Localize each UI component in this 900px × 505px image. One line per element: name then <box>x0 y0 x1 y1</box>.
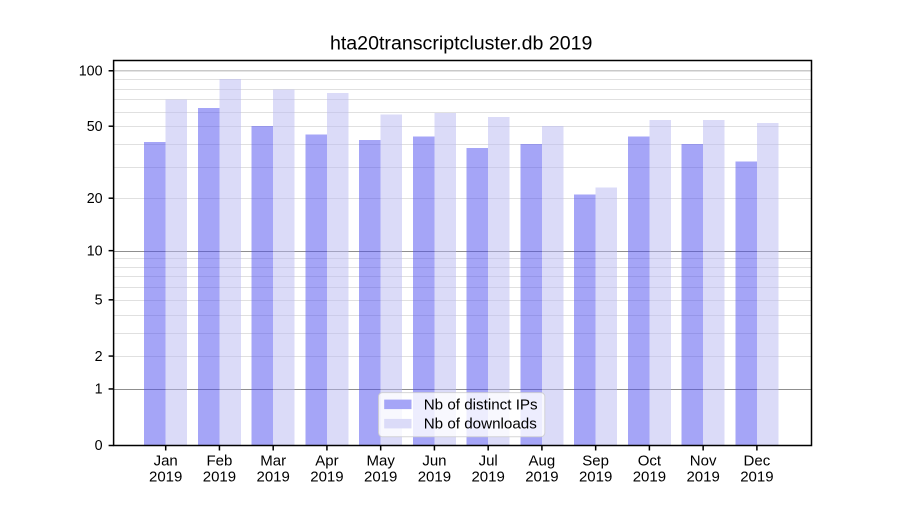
svg-text:Aug: Aug <box>529 453 556 470</box>
svg-text:2019: 2019 <box>257 469 290 486</box>
svg-text:2019: 2019 <box>686 469 719 486</box>
svg-text:Dec: Dec <box>744 453 771 470</box>
svg-text:10: 10 <box>87 243 103 259</box>
svg-text:Feb: Feb <box>207 453 233 470</box>
svg-text:2019: 2019 <box>149 469 182 486</box>
svg-text:2019: 2019 <box>525 469 558 486</box>
svg-text:2019: 2019 <box>633 469 666 486</box>
svg-text:Nov: Nov <box>690 453 717 470</box>
svg-text:Nb of distinct IPs: Nb of distinct IPs <box>424 396 538 413</box>
svg-text:Sep: Sep <box>582 453 609 470</box>
svg-text:Oct: Oct <box>638 453 662 470</box>
svg-text:Jan: Jan <box>154 453 178 470</box>
svg-text:0: 0 <box>95 438 103 454</box>
svg-text:2: 2 <box>95 349 103 365</box>
svg-text:2019: 2019 <box>471 469 504 486</box>
svg-text:50: 50 <box>87 119 103 135</box>
svg-text:Jun: Jun <box>422 453 446 470</box>
svg-text:5: 5 <box>95 293 103 309</box>
svg-text:May: May <box>367 453 396 470</box>
svg-text:20: 20 <box>87 191 103 207</box>
svg-text:2019: 2019 <box>740 469 773 486</box>
svg-text:2019: 2019 <box>418 469 451 486</box>
svg-text:Jul: Jul <box>479 453 498 470</box>
svg-text:Mar: Mar <box>260 453 286 470</box>
svg-text:Apr: Apr <box>315 453 338 470</box>
svg-text:2019: 2019 <box>579 469 612 486</box>
svg-text:2019: 2019 <box>203 469 236 486</box>
svg-text:100: 100 <box>79 63 103 79</box>
svg-text:Nb of downloads: Nb of downloads <box>424 416 538 433</box>
svg-text:2019: 2019 <box>364 469 397 486</box>
svg-text:1: 1 <box>95 382 103 398</box>
svg-text:2019: 2019 <box>310 469 343 486</box>
svg-text:hta20transcriptcluster.db 2019: hta20transcriptcluster.db 2019 <box>330 33 593 55</box>
